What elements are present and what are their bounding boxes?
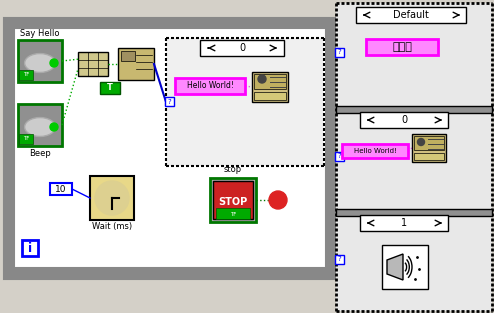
Polygon shape (387, 254, 403, 280)
Bar (165, 97, 174, 106)
Text: i: i (28, 242, 32, 254)
Bar (216, 208, 250, 219)
Bar (382, 245, 428, 289)
Bar (175, 78, 245, 94)
Text: ?: ? (337, 49, 341, 55)
Text: TF: TF (230, 212, 236, 217)
Text: ?: ? (167, 99, 171, 105)
Circle shape (95, 181, 129, 215)
Bar (336, 106, 492, 113)
Text: T: T (107, 84, 113, 93)
Circle shape (269, 191, 287, 209)
Bar (254, 74, 286, 89)
Circle shape (50, 59, 58, 67)
Bar (90, 176, 134, 220)
Bar (210, 178, 256, 222)
Text: Beep: Beep (29, 148, 51, 157)
Text: stop: stop (224, 166, 242, 175)
Bar (336, 3, 492, 311)
Bar (336, 209, 492, 216)
Bar (100, 82, 120, 94)
Bar (335, 152, 344, 161)
Bar (360, 112, 448, 128)
Bar (78, 52, 108, 76)
Bar (342, 144, 408, 158)
Ellipse shape (25, 54, 55, 72)
Text: STOP: STOP (218, 197, 247, 207)
Text: 沒啊事: 沒啊事 (392, 42, 412, 52)
Bar (19, 70, 33, 80)
Bar (412, 134, 446, 162)
Bar (414, 136, 444, 150)
Text: 1: 1 (401, 218, 407, 228)
Text: TF: TF (23, 136, 29, 141)
Text: TF: TF (23, 73, 29, 78)
Text: ?: ? (337, 153, 341, 159)
Text: Wait (ms): Wait (ms) (92, 223, 132, 232)
Bar (335, 255, 344, 264)
Bar (366, 39, 438, 55)
Bar (213, 181, 253, 219)
Bar (18, 104, 62, 146)
Bar (254, 92, 286, 100)
Bar (121, 51, 135, 61)
Bar (50, 183, 72, 195)
Circle shape (258, 75, 266, 83)
Bar (19, 134, 33, 144)
Text: ?: ? (337, 256, 341, 262)
Text: 10: 10 (55, 184, 67, 193)
Bar (14, 28, 326, 268)
Bar (356, 7, 466, 23)
Bar (200, 40, 284, 56)
Bar (414, 153, 444, 160)
Bar (8, 22, 332, 274)
Ellipse shape (25, 118, 55, 136)
Circle shape (50, 123, 58, 131)
Bar (166, 38, 324, 166)
Bar (18, 40, 62, 82)
Text: Hello World!: Hello World! (187, 81, 234, 90)
Text: Hello World!: Hello World! (354, 148, 397, 154)
Bar (118, 48, 154, 80)
Text: 0: 0 (401, 115, 407, 125)
Bar (335, 48, 344, 57)
Bar (360, 215, 448, 231)
Text: 0: 0 (239, 43, 245, 53)
Bar (252, 72, 288, 102)
Bar (22, 240, 38, 256)
Text: Default: Default (393, 10, 429, 20)
Circle shape (417, 138, 424, 146)
Text: Say Hello: Say Hello (20, 29, 60, 38)
